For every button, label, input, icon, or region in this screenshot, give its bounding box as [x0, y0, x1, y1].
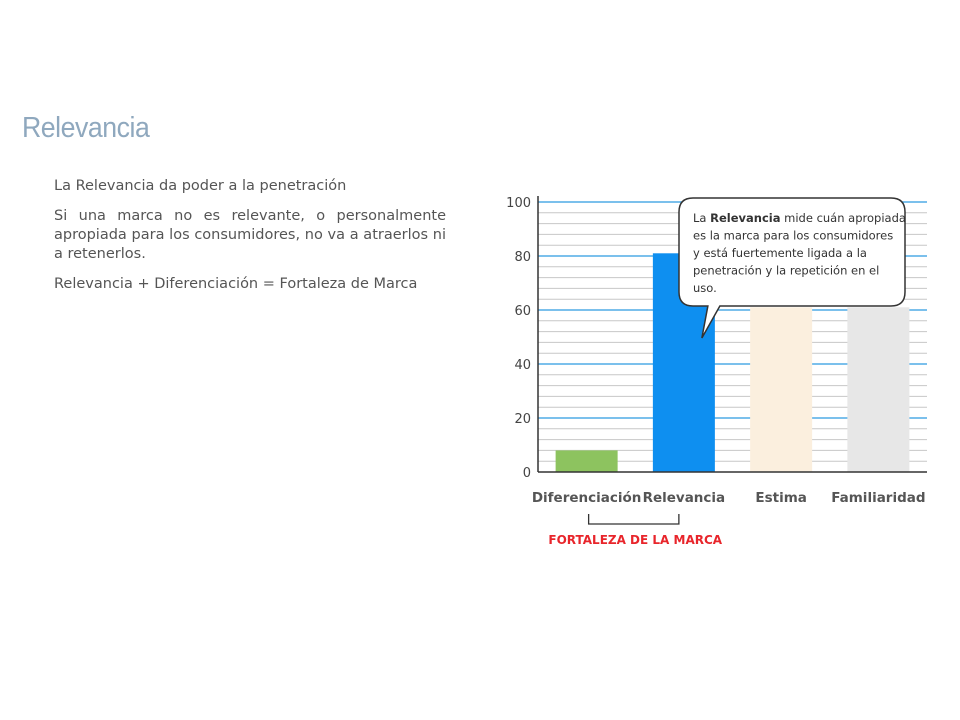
callout-text-line: penetración y la repetición en el [693, 264, 879, 278]
y-tick-label: 100 [506, 196, 531, 211]
y-tick-label: 40 [514, 358, 531, 373]
y-tick-label: 80 [514, 250, 531, 265]
x-tick-label: Diferenciación [532, 490, 642, 506]
callout-line-rest: mide cuán apropiada [780, 211, 905, 225]
bar-familiaridad [847, 307, 910, 472]
callout-prefix: La [693, 211, 710, 225]
callout-text-line: uso. [693, 281, 717, 295]
equation-paragraph: Relevancia + Diferenciación = Fortaleza … [54, 276, 418, 292]
explanation-paragraph: Si una marca no es relevante, o personal… [54, 208, 446, 262]
callout-text-line: y está fuertemente ligada a la [693, 246, 867, 260]
bar-estima [750, 307, 813, 472]
page-title: Relevancia [22, 112, 150, 144]
callout-text-line: La Relevancia mide cuán apropiada [693, 211, 906, 225]
body-text: La Relevancia da poder a la penetración … [54, 177, 446, 305]
bracket-line [587, 514, 680, 525]
lead-paragraph: La Relevancia da poder a la penetración [54, 178, 347, 194]
y-tick-label: 0 [523, 466, 531, 481]
callout-bold-term: Relevancia [710, 211, 780, 225]
y-tick-label: 20 [514, 412, 531, 427]
callout-bubble [678, 197, 906, 339]
x-tick-label: Familiaridad [831, 490, 925, 506]
bar-diferenciación [555, 450, 618, 472]
callout-text-line: es la marca para los consumidores [693, 229, 893, 243]
bracket-label: FORTALEZA DE LA MARCA [548, 533, 722, 547]
x-tick-label: Relevancia [643, 490, 726, 506]
x-tick-label: Estima [755, 490, 807, 506]
y-tick-label: 60 [514, 304, 531, 319]
